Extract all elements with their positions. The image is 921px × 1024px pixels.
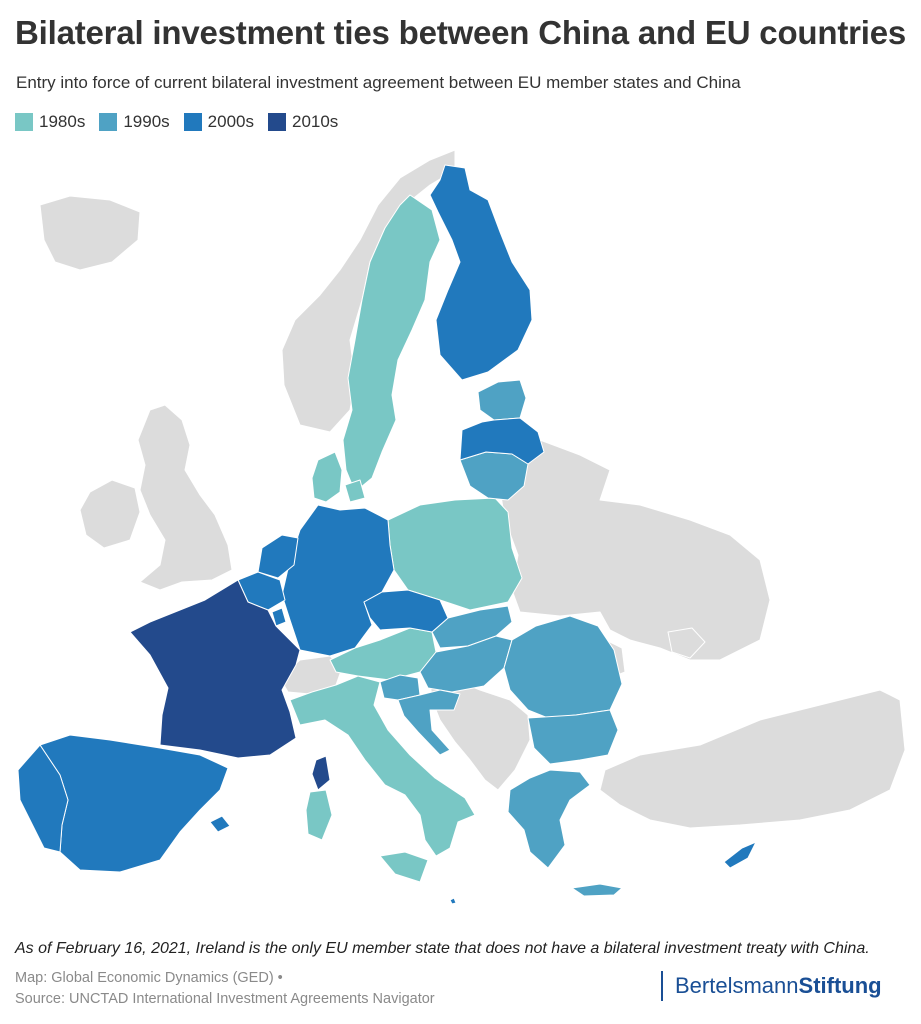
countries-2010s bbox=[129, 579, 331, 791]
poland bbox=[387, 497, 523, 611]
iceland bbox=[39, 195, 141, 271]
map-credit: Map: Global Economic Dynamics (GED) • bbox=[15, 970, 283, 986]
legend-swatch-2010s bbox=[267, 113, 286, 131]
sweden bbox=[342, 194, 441, 493]
turkey bbox=[599, 689, 906, 829]
legend-swatch-1990s bbox=[99, 113, 118, 131]
germany bbox=[281, 504, 395, 657]
europe-map bbox=[17, 149, 906, 905]
legend-item-2000s: 2000s bbox=[183, 112, 254, 132]
legend-item-1980s: 1980s bbox=[15, 112, 85, 132]
legend-label-1990s: 1990s bbox=[123, 112, 170, 131]
malta bbox=[449, 897, 457, 905]
countries-1980s bbox=[289, 194, 523, 883]
france bbox=[129, 579, 301, 759]
spain bbox=[39, 734, 229, 873]
crete bbox=[571, 883, 623, 897]
legend-label-2010s: 2010s bbox=[291, 112, 339, 131]
romania bbox=[503, 615, 623, 719]
portugal bbox=[17, 744, 69, 853]
bulgaria bbox=[527, 709, 619, 765]
czechia bbox=[363, 589, 449, 633]
latvia bbox=[459, 417, 545, 465]
slovakia bbox=[431, 605, 513, 649]
countries-1990s bbox=[379, 379, 623, 897]
crimea bbox=[667, 627, 706, 659]
non-eu-countries bbox=[39, 149, 906, 829]
legend-swatch-2000s bbox=[183, 113, 202, 131]
sicily bbox=[379, 851, 429, 883]
legend-swatch-1980s bbox=[15, 113, 33, 131]
legend-label-2000s: 2000s bbox=[207, 112, 254, 131]
sardinia bbox=[305, 789, 333, 841]
cyprus bbox=[723, 841, 757, 869]
luxembourg bbox=[271, 607, 287, 627]
estonia bbox=[477, 379, 527, 421]
greece bbox=[507, 769, 591, 869]
logo-bold: Stiftung bbox=[798, 973, 882, 998]
corsica bbox=[311, 755, 331, 791]
united-kingdom bbox=[137, 404, 233, 591]
logo-regular: Bertelsmann bbox=[675, 973, 799, 998]
footnote: As of February 16, 2021, Ireland is the … bbox=[15, 940, 870, 957]
finland bbox=[429, 164, 533, 381]
credits: Map: Global Economic Dynamics (GED) • So… bbox=[15, 968, 435, 1010]
legend-item-2010s: 2010s bbox=[267, 112, 339, 132]
croatia bbox=[397, 689, 461, 756]
legend: 1980s 1990s 2000s 2010s bbox=[15, 112, 338, 132]
chart-subtitle: Entry into force of current bilateral in… bbox=[16, 73, 741, 92]
denmark bbox=[311, 451, 366, 503]
chart-title: Bilateral investment ties between China … bbox=[15, 14, 907, 51]
legend-label-1980s: 1980s bbox=[39, 112, 86, 131]
bertelsmann-logo: BertelsmannStiftung bbox=[661, 971, 882, 1001]
legend-item-1990s: 1990s bbox=[99, 112, 170, 132]
countries-2000s bbox=[17, 164, 757, 905]
italy bbox=[289, 675, 476, 857]
balearic bbox=[209, 815, 231, 833]
source-credit: Source: UNCTAD International Investment … bbox=[15, 991, 435, 1007]
ireland bbox=[79, 479, 141, 549]
